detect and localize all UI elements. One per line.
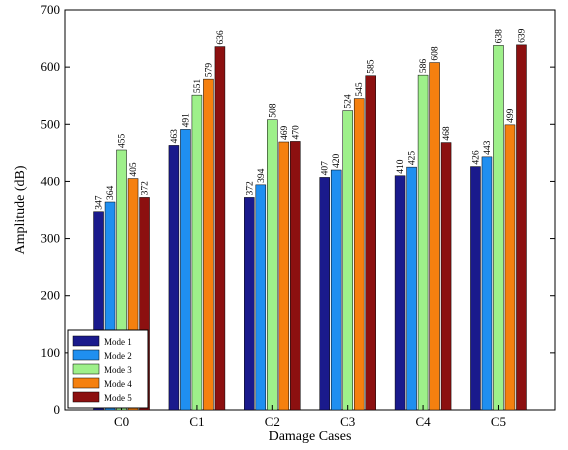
- bar: [278, 141, 290, 411]
- data-label: 545: [355, 82, 365, 97]
- bar: [504, 124, 516, 411]
- data-label: 426: [471, 150, 481, 165]
- legend-label: Mode 2: [104, 351, 132, 361]
- y-tick-label: 0: [54, 402, 61, 417]
- data-label: 455: [118, 134, 128, 149]
- data-label: 638: [494, 29, 504, 44]
- bar: [267, 119, 278, 411]
- data-label: 499: [506, 108, 516, 123]
- x-axis-label: Damage Cases: [269, 429, 352, 444]
- data-label: 470: [291, 125, 301, 140]
- data-label: 364: [106, 186, 116, 201]
- bar: [493, 45, 504, 411]
- bar: [191, 94, 203, 411]
- legend-swatch: [72, 349, 100, 361]
- data-label: 405: [129, 162, 139, 177]
- data-label: 407: [321, 161, 331, 176]
- legend-label: Mode 4: [104, 379, 132, 389]
- data-label: 639: [517, 28, 527, 43]
- bar: [440, 142, 452, 411]
- bar: [353, 98, 365, 411]
- bar: [104, 201, 116, 411]
- bar: [168, 145, 180, 411]
- legend-label: Mode 1: [104, 337, 132, 347]
- legend: Mode 1 Mode 2 Mode 3 Mode 4 Mode 5: [67, 329, 149, 409]
- data-label: 372: [245, 181, 255, 195]
- data-label: 608: [431, 46, 441, 61]
- bar: [244, 197, 255, 411]
- bar: [139, 197, 150, 411]
- y-tick-label: 500: [41, 116, 61, 131]
- data-label: 524: [344, 94, 354, 109]
- bar: [255, 184, 267, 411]
- y-tick-label: 300: [41, 231, 61, 246]
- data-label: 347: [95, 195, 105, 210]
- legend-swatch: [72, 363, 100, 375]
- data-label: 491: [181, 113, 191, 128]
- bar: [470, 166, 481, 411]
- data-label: 579: [204, 63, 214, 78]
- y-tick-label: 100: [41, 345, 61, 360]
- bar: [214, 46, 226, 411]
- bar: [406, 166, 417, 411]
- bar: [394, 175, 406, 411]
- data-label: 636: [216, 30, 226, 45]
- bar: [93, 211, 104, 411]
- y-tick-label: 700: [41, 2, 61, 17]
- bar: [342, 110, 353, 411]
- bar-labels: 3473644554053724634915515796363723945084…: [95, 28, 528, 209]
- y-tick-label: 600: [41, 59, 61, 74]
- legend-swatch: [72, 335, 100, 347]
- bar: [365, 75, 376, 411]
- data-label: 425: [408, 151, 418, 166]
- bar: [127, 178, 139, 411]
- legend-label: Mode 3: [104, 365, 132, 375]
- bars: [93, 44, 527, 411]
- x-tick-label: C3: [340, 414, 355, 429]
- bar: [180, 129, 191, 411]
- data-label: 551: [193, 79, 203, 94]
- data-label: 508: [268, 103, 278, 118]
- x-axis: C0 C1 C2 C3 C4 C5: [114, 405, 506, 429]
- legend-label: Mode 5: [104, 393, 132, 403]
- bar: [319, 177, 330, 411]
- x-tick-label: C5: [491, 414, 506, 429]
- data-label: 586: [419, 59, 429, 74]
- legend-swatch: [72, 377, 100, 389]
- x-tick-label: C2: [265, 414, 280, 429]
- y-axis-label: Amplitude (dB): [13, 165, 28, 254]
- y-tick-label: 200: [41, 288, 61, 303]
- bar: [203, 78, 214, 411]
- data-label: 420: [332, 154, 342, 169]
- x-tick-label: C4: [415, 414, 431, 429]
- bar: [290, 141, 301, 411]
- data-label: 394: [257, 168, 267, 183]
- bar: [429, 62, 440, 411]
- data-label: 372: [141, 181, 151, 196]
- data-label: 469: [280, 126, 290, 141]
- y-axis: 0 100 200 300 400 500 600 700: [41, 2, 555, 417]
- bar: [417, 74, 429, 411]
- y-tick-label: 400: [41, 173, 61, 188]
- data-label: 410: [396, 159, 406, 174]
- x-tick-label: C1: [189, 414, 204, 429]
- bar: [330, 169, 342, 411]
- data-label: 443: [483, 140, 493, 155]
- bar: [481, 156, 493, 411]
- data-label: 463: [170, 129, 180, 144]
- data-label: 585: [367, 59, 377, 74]
- x-tick-label: C0: [114, 414, 129, 429]
- bar: [516, 44, 527, 411]
- legend-swatch: [72, 391, 100, 403]
- data-label: 468: [442, 126, 452, 141]
